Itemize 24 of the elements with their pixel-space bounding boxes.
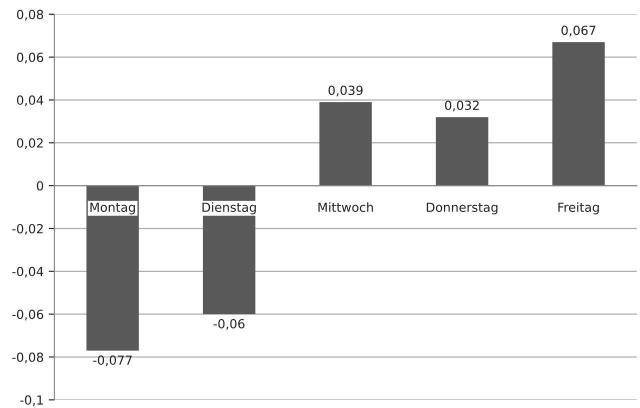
y-tick-label: 0,02: [16, 138, 43, 149]
bar: [552, 42, 605, 186]
x-tick-label: Dienstag: [202, 202, 256, 214]
x-tick-label: Mittwoch: [318, 202, 373, 212]
data-label: 0,067: [561, 26, 596, 36]
y-tick-label: -0,06: [12, 310, 44, 320]
y-tick-label: 0: [36, 181, 44, 191]
y-tick-label: 0,06: [16, 52, 44, 64]
data-label: -0,077: [93, 355, 132, 366]
bar: [86, 186, 139, 351]
y-tick-label: -0,1: [20, 395, 43, 406]
y-tick-label: -0,04: [12, 266, 44, 278]
bar: [319, 102, 372, 186]
y-tick-label: 0,04: [16, 95, 44, 106]
x-tick-label: Montag: [90, 202, 135, 214]
x-tick-label: Freitag: [558, 202, 599, 214]
data-label: -0,06: [214, 319, 245, 330]
y-tick-label: -0,02: [12, 224, 43, 235]
y-tick-label: 0,08: [16, 10, 44, 20]
data-label: 0,039: [328, 86, 363, 96]
data-label: 0,032: [445, 100, 479, 112]
bar: [436, 117, 488, 186]
y-tick-label: -0,08: [12, 352, 44, 364]
x-tick-label: Donnerstag: [426, 202, 498, 214]
